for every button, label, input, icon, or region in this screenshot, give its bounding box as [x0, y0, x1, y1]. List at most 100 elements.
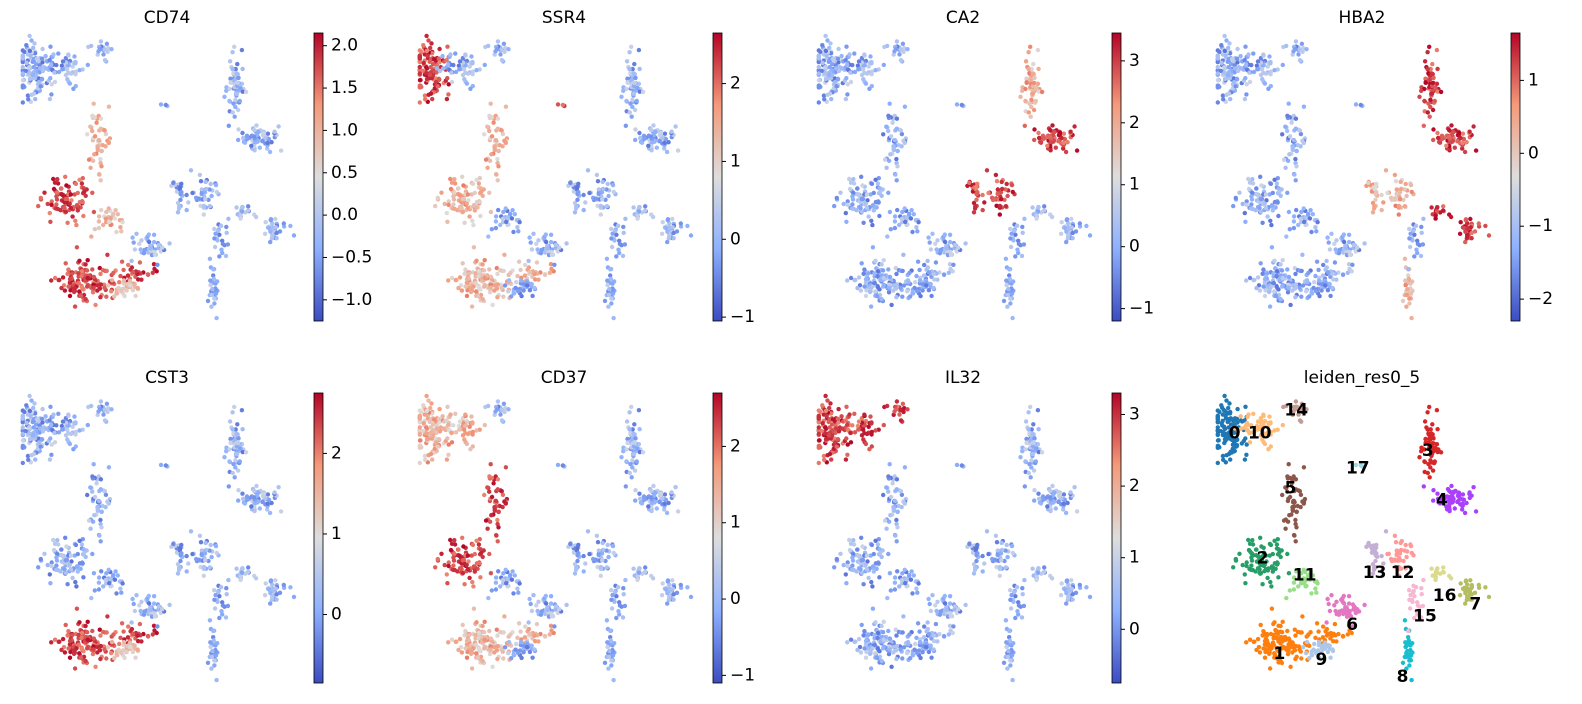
cell-point	[869, 218, 874, 223]
cell-point	[464, 81, 470, 86]
cell-point	[233, 465, 238, 470]
cell-point	[1034, 216, 1039, 221]
cell-point	[1036, 66, 1041, 72]
cell-point	[100, 143, 105, 148]
cell-point	[594, 172, 600, 178]
cell-point	[83, 623, 88, 629]
cell-point	[212, 226, 217, 232]
cell-point	[20, 460, 25, 466]
cell-point	[52, 430, 57, 436]
cell-point	[1285, 113, 1290, 119]
cell-point	[1280, 284, 1285, 289]
cell-point	[114, 290, 119, 295]
cell-point	[60, 67, 65, 72]
cell-point	[486, 234, 491, 239]
cell-point	[1314, 259, 1320, 264]
cell-point	[98, 539, 103, 544]
cell-point	[894, 116, 900, 121]
cell-point	[20, 443, 25, 449]
cell-point	[68, 192, 74, 197]
cell-point	[608, 267, 613, 272]
cell-point	[138, 247, 143, 252]
cell-point	[628, 101, 633, 106]
cell-point	[101, 584, 106, 589]
cell-point	[850, 197, 856, 202]
cell-point	[69, 198, 74, 203]
cell-point	[265, 131, 271, 136]
cell-point	[96, 49, 101, 54]
cell-point	[160, 245, 165, 250]
cell-point	[493, 214, 499, 219]
cell-point	[635, 86, 640, 91]
scatter-points	[417, 393, 694, 683]
cell-point	[1247, 180, 1253, 185]
cell-point	[631, 71, 636, 76]
cell-point	[459, 205, 464, 211]
cell-point	[1006, 287, 1011, 292]
cell-point	[439, 190, 444, 195]
cell-point	[95, 507, 100, 512]
cell-point	[1312, 280, 1317, 285]
cell-point	[516, 259, 522, 264]
cell-point	[417, 71, 422, 76]
cell-point	[1034, 86, 1039, 91]
cell-point	[462, 271, 467, 276]
cell-point	[581, 207, 586, 213]
cell-point	[452, 567, 457, 573]
cell-point	[1215, 83, 1221, 88]
cell-point	[879, 193, 884, 198]
cell-point	[893, 172, 898, 177]
cell-point	[444, 96, 450, 102]
cell-point	[417, 416, 422, 421]
cell-point	[211, 628, 216, 634]
cell-point	[1385, 190, 1390, 196]
cell-point	[844, 44, 849, 49]
cell-point	[601, 186, 606, 192]
cell-point	[237, 459, 242, 464]
cell-point	[133, 655, 138, 660]
cell-point	[88, 526, 93, 531]
cell-point	[564, 241, 569, 246]
cell-point	[1226, 45, 1231, 51]
cell-point	[1330, 285, 1335, 291]
cell-point	[77, 620, 82, 625]
cell-point	[238, 577, 243, 583]
cell-point	[1010, 189, 1015, 195]
cell-point	[73, 181, 79, 186]
cell-point	[1403, 181, 1408, 187]
cell-point	[118, 650, 124, 656]
cell-point	[1030, 205, 1035, 210]
cell-point	[905, 289, 910, 294]
cell-point	[435, 444, 440, 449]
cell-point	[445, 436, 450, 441]
cell-point	[278, 509, 284, 514]
cell-point	[503, 206, 508, 211]
cell-point	[598, 203, 604, 209]
cell-point	[60, 419, 66, 424]
cell-point	[869, 59, 874, 65]
cell-point	[1438, 89, 1444, 95]
cell-point	[459, 650, 465, 655]
cell-point	[38, 84, 43, 89]
cell-point	[205, 660, 211, 665]
cell-point	[52, 440, 58, 445]
cell-point	[1285, 267, 1290, 272]
cell-point	[1065, 140, 1070, 145]
cell-point	[1280, 275, 1285, 281]
cell-point	[93, 664, 98, 669]
cell-point	[1270, 190, 1276, 196]
cell-point	[96, 225, 102, 231]
cell-point	[1457, 231, 1463, 236]
cell-point	[112, 294, 117, 299]
cell-point	[609, 236, 614, 241]
cell-point	[59, 186, 64, 191]
cell-point	[460, 209, 466, 214]
cell-point	[863, 81, 869, 86]
cell-point	[463, 52, 468, 57]
cell-point	[421, 60, 426, 66]
cell-point	[97, 648, 103, 653]
cell-point	[462, 582, 467, 587]
cell-point	[151, 601, 157, 606]
cell-point	[210, 287, 215, 292]
